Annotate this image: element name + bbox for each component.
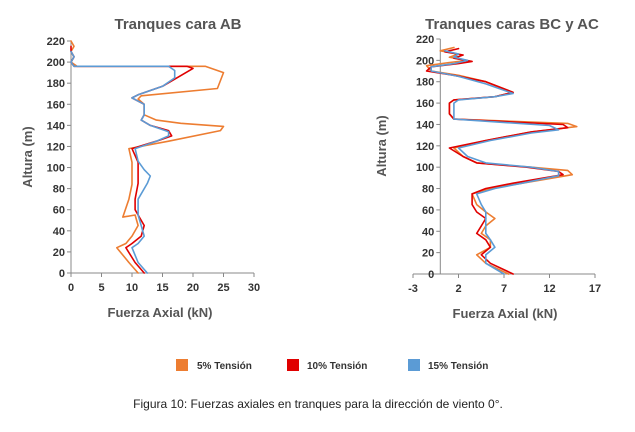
chart-left-series-line-3 <box>70 50 176 274</box>
chart-left: Tranques cara AB Fuerza Axial (kN) Altur… <box>20 16 260 320</box>
chart-right-ytick-label: 40 <box>422 226 434 238</box>
chart-right-series-line-1 <box>425 46 578 275</box>
chart-right-ytick-label: 220 <box>416 34 434 46</box>
chart-right-ytick-label: 120 <box>416 141 434 153</box>
chart-left-title: Tranques cara AB <box>115 16 242 33</box>
legend-label-10: 10% Tensión <box>307 361 367 372</box>
chart-left-axes: 0 20 40 60 80 100 120 140 160 180 200 220 0 5 10 15 20 25… <box>47 36 260 294</box>
chart-right-ytick-label: 0 <box>428 269 434 281</box>
legend-label-5: 5% Tensión <box>197 361 252 372</box>
chart-right-ytick-label: 60 <box>422 205 434 217</box>
chart-left-xtick-label: 20 <box>187 282 199 294</box>
chart-right-ylabel: Altura (m) <box>374 115 389 176</box>
chart-right-xtick-label: 2 <box>455 283 461 295</box>
chart-right-ytick-label: 140 <box>416 119 434 131</box>
legend-label-15: 15% Tensión <box>428 361 488 372</box>
chart-left-ytick-label: 100 <box>47 163 65 175</box>
chart-right-xtick-label: 12 <box>543 283 555 295</box>
chart-left-ytick-label: 120 <box>47 141 65 153</box>
chart-left-xlabel: Fuerza Axial (kN) <box>108 305 213 320</box>
chart-left-ytick-label: 200 <box>47 57 65 69</box>
chart-left-ytick-label: 180 <box>47 78 65 90</box>
chart-left-xtick-label: 5 <box>98 282 104 294</box>
chart-right-xtick-label: 7 <box>501 283 507 295</box>
legend: 5% Tensión 10% Tensión 15% Tensión <box>176 359 488 372</box>
chart-left-ytick-label: 160 <box>47 99 65 111</box>
chart-left-series <box>70 40 225 274</box>
chart-left-series-line-1 <box>70 40 225 274</box>
chart-left-xtick-label: 15 <box>156 282 168 294</box>
chart-right-ytick-label: 80 <box>422 184 434 196</box>
chart-right-series <box>425 46 578 275</box>
chart-left-ytick-label: 220 <box>47 36 65 48</box>
chart-left-xtick-label: 30 <box>248 282 260 294</box>
chart-left-ytick-label: 0 <box>59 268 65 280</box>
chart-right-ytick-label: 100 <box>416 162 434 174</box>
chart-left-xtick-label: 10 <box>126 282 138 294</box>
chart-right-ytick-label: 20 <box>422 248 434 260</box>
chart-left-xtick-label: 25 <box>217 282 229 294</box>
chart-right-series-line-2 <box>425 47 569 275</box>
chart-left-ytick-label: 20 <box>53 247 65 259</box>
chart-right-xlabel: Fuerza Axial (kN) <box>453 306 558 321</box>
chart-right-series-line-3 <box>430 50 560 275</box>
chart-right-ytick-label: 160 <box>416 98 434 110</box>
legend-swatch-15 <box>408 359 420 371</box>
chart-left-ytick-label: 140 <box>47 120 65 132</box>
legend-swatch-5 <box>176 359 188 371</box>
legend-swatch-10 <box>287 359 299 371</box>
chart-right-axes: 0 20 40 60 80 100 120 140 160 180 200 220 -3 2 7 12 17 <box>408 34 601 295</box>
chart-left-ytick-label: 60 <box>53 205 65 217</box>
chart-left-ytick-label: 40 <box>53 226 65 238</box>
chart-left-ylabel: Altura (m) <box>20 126 35 187</box>
figure-caption: Figura 10: Fuerzas axiales en tranques p… <box>133 397 503 411</box>
chart-right: Tranques caras BC y AC Fuerza Axial (kN)… <box>374 16 601 321</box>
chart-left-xtick-label: 0 <box>68 282 74 294</box>
chart-right-title: Tranques caras BC y AC <box>425 16 599 33</box>
chart-left-ytick-label: 80 <box>53 184 65 196</box>
chart-right-xtick-label: 17 <box>589 283 601 295</box>
chart-right-ytick-label: 200 <box>416 55 434 67</box>
chart-right-xtick-label: -3 <box>408 283 418 295</box>
chart-right-ytick-label: 180 <box>416 77 434 89</box>
